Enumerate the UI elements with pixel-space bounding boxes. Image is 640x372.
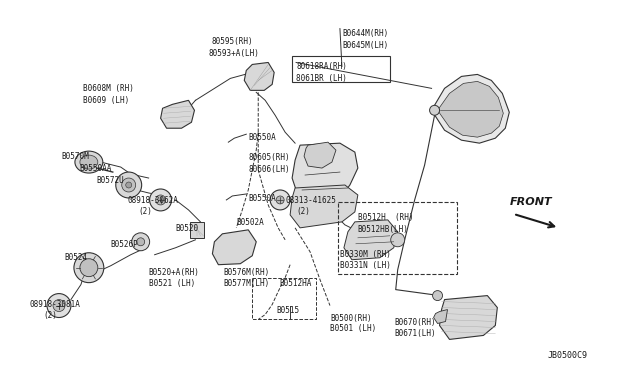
Text: B0330M (RH): B0330M (RH) <box>340 250 391 259</box>
Ellipse shape <box>80 155 98 169</box>
Text: (2): (2) <box>43 311 57 320</box>
Circle shape <box>74 253 104 283</box>
Text: B0550A: B0550A <box>248 133 276 142</box>
Text: B0521 (LH): B0521 (LH) <box>148 279 195 288</box>
Text: B0512H  (RH): B0512H (RH) <box>358 213 413 222</box>
Text: 80618RA(RH): 80618RA(RH) <box>296 62 347 71</box>
Polygon shape <box>433 310 447 324</box>
Text: B0520: B0520 <box>175 224 198 233</box>
Circle shape <box>156 195 166 205</box>
Text: B0550A: B0550A <box>248 194 276 203</box>
Text: B0500(RH): B0500(RH) <box>330 314 372 323</box>
Circle shape <box>391 233 404 247</box>
Text: JB0500C9: JB0500C9 <box>547 352 587 360</box>
Text: 08313-41625: 08313-41625 <box>285 196 336 205</box>
Circle shape <box>122 178 136 192</box>
Circle shape <box>270 190 290 210</box>
Text: B0570M: B0570M <box>61 152 89 161</box>
Circle shape <box>47 294 71 318</box>
Polygon shape <box>431 74 509 143</box>
Text: FRONT: FRONT <box>509 197 552 207</box>
Polygon shape <box>304 142 336 168</box>
Ellipse shape <box>75 151 103 173</box>
Text: B0671(LH): B0671(LH) <box>395 330 436 339</box>
Bar <box>191 222 204 238</box>
Circle shape <box>137 238 145 246</box>
Text: 80593+A(LH): 80593+A(LH) <box>209 48 259 58</box>
Text: B0609 (LH): B0609 (LH) <box>83 96 129 105</box>
Circle shape <box>150 189 172 211</box>
Text: (2): (2) <box>296 207 310 216</box>
Polygon shape <box>440 296 497 339</box>
Text: B0608M (RH): B0608M (RH) <box>83 84 134 93</box>
Polygon shape <box>244 62 274 90</box>
Text: B0670(RH): B0670(RH) <box>395 318 436 327</box>
Text: B0645M(LH): B0645M(LH) <box>342 41 388 49</box>
Circle shape <box>433 291 442 301</box>
Text: B0512HB(LH): B0512HB(LH) <box>358 225 409 234</box>
Text: B0572U: B0572U <box>97 176 125 185</box>
Text: B0515: B0515 <box>276 305 300 315</box>
Polygon shape <box>161 100 195 128</box>
Polygon shape <box>344 220 397 260</box>
Text: B0526P: B0526P <box>111 240 138 249</box>
Text: 80595(RH): 80595(RH) <box>211 36 253 45</box>
Polygon shape <box>290 185 358 228</box>
Bar <box>338 202 458 274</box>
Text: 80606(LH): 80606(LH) <box>248 165 290 174</box>
Circle shape <box>53 299 65 311</box>
Text: B0502A: B0502A <box>236 218 264 227</box>
Text: B0520+A(RH): B0520+A(RH) <box>148 268 200 277</box>
Text: 8061BR (LH): 8061BR (LH) <box>296 74 347 83</box>
Text: B0524: B0524 <box>64 253 87 262</box>
Text: (2): (2) <box>139 207 152 216</box>
Circle shape <box>125 182 132 188</box>
Circle shape <box>116 172 141 198</box>
Text: B0501 (LH): B0501 (LH) <box>330 324 376 333</box>
Text: 08918-3062A: 08918-3062A <box>128 196 179 205</box>
Circle shape <box>429 105 440 115</box>
Text: B0512HA: B0512HA <box>279 279 312 288</box>
Text: B0577M(LH): B0577M(LH) <box>223 279 269 288</box>
Text: B0550AA: B0550AA <box>79 164 111 173</box>
Text: 08918-3081A: 08918-3081A <box>29 299 80 309</box>
Polygon shape <box>212 230 256 265</box>
Polygon shape <box>292 143 358 204</box>
Text: B0576M(RH): B0576M(RH) <box>223 268 269 277</box>
Circle shape <box>80 259 98 277</box>
Bar <box>292 57 390 82</box>
Text: B0331N (LH): B0331N (LH) <box>340 261 391 270</box>
Circle shape <box>132 233 150 251</box>
Circle shape <box>276 196 284 204</box>
Text: B0644M(RH): B0644M(RH) <box>342 29 388 38</box>
Text: 80605(RH): 80605(RH) <box>248 153 290 162</box>
Polygon shape <box>438 81 503 137</box>
